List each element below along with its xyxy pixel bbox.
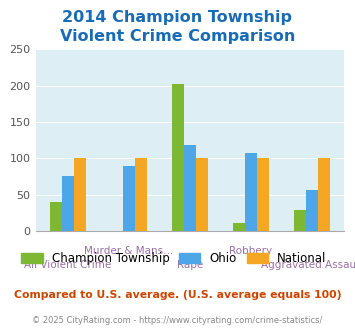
Bar <box>306 190 318 231</box>
Text: © 2025 CityRating.com - https://www.cityrating.com/crime-statistics/: © 2025 CityRating.com - https://www.city… <box>32 316 323 325</box>
Bar <box>233 223 245 231</box>
Bar <box>257 158 269 231</box>
Bar <box>196 158 208 231</box>
Bar <box>74 158 86 231</box>
Bar <box>123 166 135 231</box>
Text: Murder & Mans...: Murder & Mans... <box>84 246 174 256</box>
Text: Aggravated Assault: Aggravated Assault <box>261 260 355 270</box>
Text: Rape: Rape <box>177 260 203 270</box>
Bar <box>62 176 74 231</box>
Bar <box>171 83 184 231</box>
Bar <box>318 158 330 231</box>
Bar <box>294 210 306 231</box>
Text: Robbery: Robbery <box>229 246 273 256</box>
Bar <box>50 202 62 231</box>
Text: All Violent Crime: All Violent Crime <box>24 260 111 270</box>
Bar <box>135 158 147 231</box>
Bar <box>245 152 257 231</box>
Text: Compared to U.S. average. (U.S. average equals 100): Compared to U.S. average. (U.S. average … <box>14 290 341 300</box>
Bar <box>184 145 196 231</box>
Legend: Champion Township, Ohio, National: Champion Township, Ohio, National <box>17 247 331 270</box>
Text: 2014 Champion Township
Violent Crime Comparison: 2014 Champion Township Violent Crime Com… <box>60 10 295 44</box>
